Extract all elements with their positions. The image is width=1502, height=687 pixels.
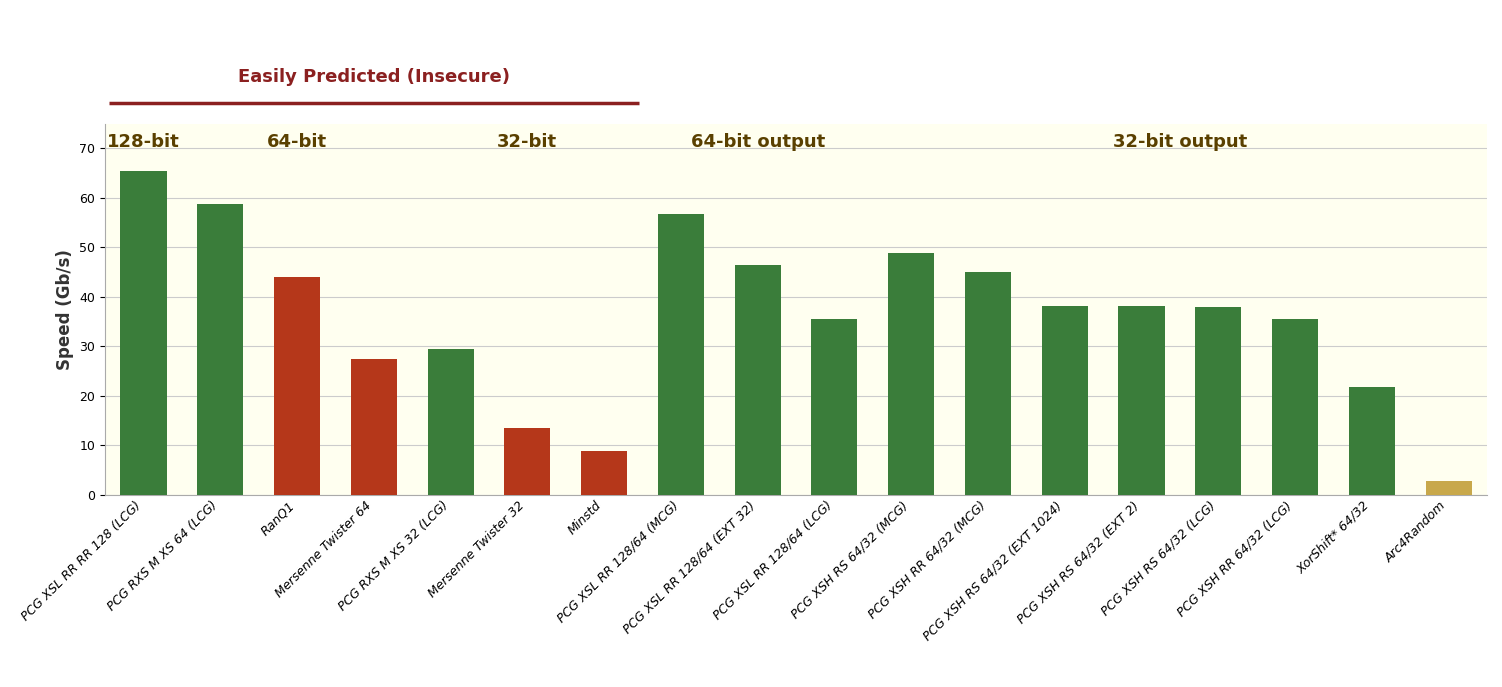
- Bar: [351, 359, 397, 495]
- Text: 64-bit: 64-bit: [267, 133, 327, 151]
- Bar: [1119, 306, 1164, 495]
- Bar: [1425, 481, 1472, 495]
- Bar: [105, 124, 182, 495]
- Bar: [120, 170, 167, 495]
- Text: 32-bit: 32-bit: [497, 133, 557, 151]
- Y-axis label: Speed (Gb/s): Speed (Gb/s): [56, 249, 74, 370]
- Bar: [1196, 306, 1241, 495]
- Bar: [273, 277, 320, 495]
- Text: Easily Predicted (Insecure): Easily Predicted (Insecure): [237, 68, 509, 86]
- Bar: [428, 349, 473, 495]
- Bar: [412, 124, 643, 495]
- Bar: [964, 272, 1011, 495]
- Bar: [658, 214, 704, 495]
- Bar: [888, 254, 934, 495]
- Bar: [1349, 387, 1395, 495]
- Text: 32-bit output: 32-bit output: [1113, 133, 1247, 151]
- Bar: [197, 204, 243, 495]
- Bar: [182, 124, 412, 495]
- Bar: [505, 428, 550, 495]
- Bar: [643, 124, 873, 495]
- Bar: [1272, 319, 1319, 495]
- Bar: [873, 124, 1487, 495]
- Bar: [734, 264, 781, 495]
- Text: 128-bit: 128-bit: [107, 133, 180, 151]
- Bar: [581, 451, 628, 495]
- Bar: [1042, 306, 1087, 495]
- Text: 64-bit output: 64-bit output: [691, 133, 825, 151]
- Bar: [811, 319, 858, 495]
